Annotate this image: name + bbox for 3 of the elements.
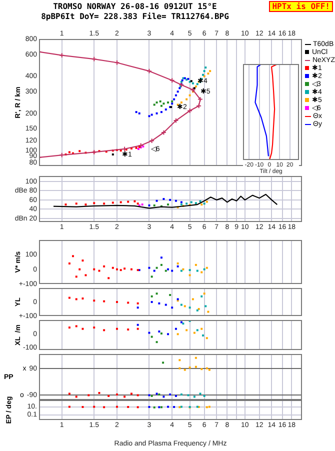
chart-title: TROMSO NORWAY 26-08-16 0912UT 15°E — [52, 2, 218, 11]
text: HPTx is OFF! — [269, 1, 333, 12]
chart-subtitle: 8pBP6It DoY= 228.383 File= TR112764.BPG — [40, 12, 230, 21]
